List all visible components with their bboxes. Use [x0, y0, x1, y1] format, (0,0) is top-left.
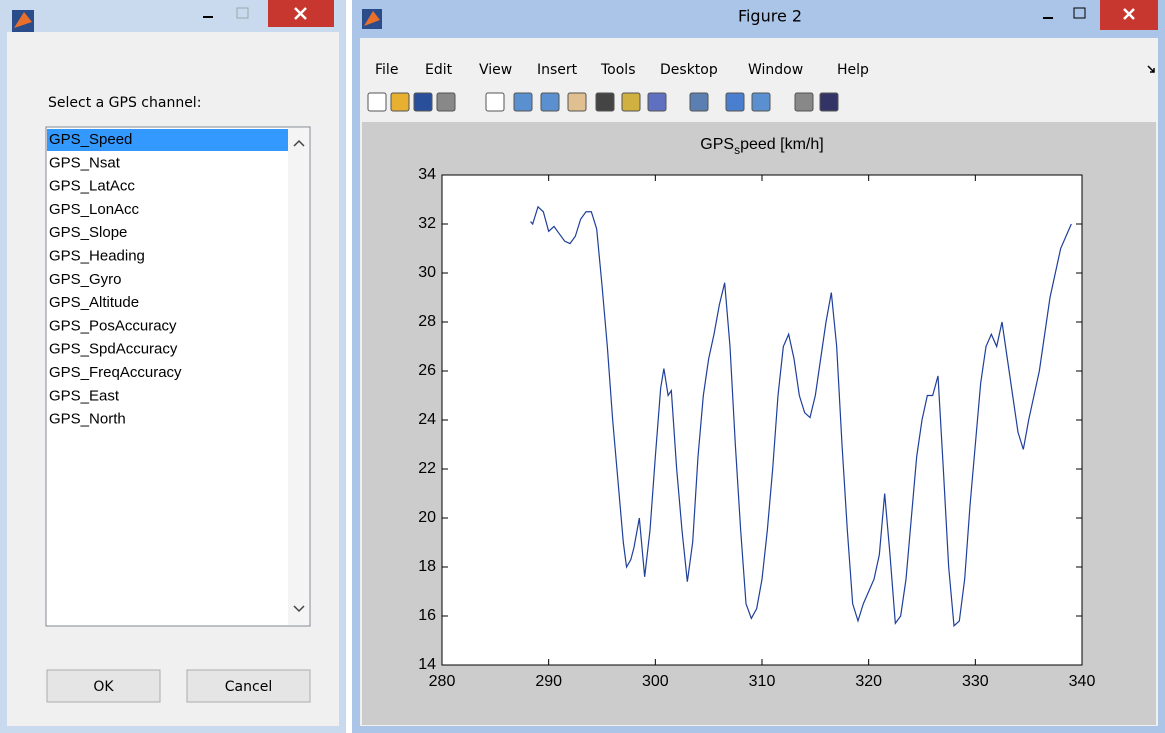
button[interactable]	[186, 669, 311, 703]
toolbar-button[interactable]	[436, 92, 456, 112]
toolbar-button[interactable]	[413, 92, 433, 112]
list-item[interactable]: GPS_Gyro	[49, 271, 122, 288]
dialog-prompt: Select a GPS channel:	[48, 95, 201, 111]
toolbar-button[interactable]	[485, 92, 505, 112]
y-tick-label: 18	[418, 558, 436, 575]
list-item[interactable]: GPS_Nsat	[49, 154, 121, 171]
button-label[interactable]: Cancel	[225, 679, 272, 695]
close-icon	[1123, 8, 1135, 20]
close-icon	[294, 7, 307, 20]
plot-area	[441, 174, 1083, 666]
toolbar-button[interactable]	[794, 92, 814, 112]
data-line	[530, 205, 1072, 628]
toolbar-button[interactable]	[621, 92, 641, 112]
menu-item[interactable]: Help	[837, 62, 869, 78]
title-part: peed [km/h]	[740, 136, 824, 153]
maximize-button[interactable]	[236, 7, 249, 19]
list-item[interactable]: GPS_Heading	[49, 247, 145, 264]
chart-title: GPSspeed [km/h]	[700, 136, 823, 157]
menu-item[interactable]: Edit	[425, 62, 453, 78]
x-tick-label: 310	[749, 673, 776, 690]
maximize-button[interactable]	[1073, 7, 1086, 19]
y-tick-label: 32	[418, 215, 436, 232]
list-item[interactable]: GPS_LatAcc	[49, 178, 135, 195]
scroll-down[interactable]	[293, 605, 305, 613]
toolbar-button[interactable]	[595, 92, 615, 112]
list-item[interactable]: GPS_Altitude	[49, 294, 139, 311]
toolbar-button[interactable]	[647, 92, 667, 112]
y-tick-label: 16	[418, 607, 436, 624]
menu-dock[interactable]	[1147, 65, 1155, 73]
y-tick-label: 30	[418, 264, 436, 281]
toolbar-button[interactable]	[540, 92, 560, 112]
y-tick-label: 24	[418, 411, 436, 428]
toolbar-button[interactable]	[689, 92, 709, 112]
x-tick-label: 320	[855, 673, 882, 690]
list-item[interactable]: GPS_SpdAccuracy	[49, 341, 178, 358]
toolbar-button[interactable]	[725, 92, 745, 112]
y-tick-label: 14	[418, 656, 436, 673]
list-item[interactable]: GPS_LonAcc	[49, 201, 140, 218]
title-subscript: s	[734, 143, 740, 157]
figure-icon-shape	[364, 11, 380, 26]
x-tick-label: 300	[642, 673, 669, 690]
y-tick-label: 20	[418, 509, 436, 526]
button-label[interactable]: OK	[93, 679, 114, 695]
x-tick-label: 280	[429, 673, 456, 690]
listbox[interactable]	[45, 126, 311, 627]
list-selection	[47, 129, 288, 151]
toolbar-button[interactable]	[819, 92, 839, 112]
menu-item[interactable]: View	[479, 62, 512, 78]
toolbar-button[interactable]	[567, 92, 587, 112]
figure-title: Figure 2	[738, 7, 802, 26]
x-tick-label: 290	[535, 673, 562, 690]
list-item[interactable]: GPS_FreqAccuracy	[49, 364, 182, 381]
list-item[interactable]: GPS_East	[49, 387, 120, 404]
menu-item[interactable]: Window	[748, 62, 803, 78]
x-tick-label: 340	[1069, 673, 1096, 690]
scrollbar[interactable]	[288, 128, 309, 625]
x-tick-label: 330	[962, 673, 989, 690]
toolbar-button[interactable]	[513, 92, 533, 112]
y-tick-label: 22	[418, 460, 436, 477]
menu-item[interactable]: File	[375, 62, 398, 78]
list-item[interactable]: GPS_North	[49, 411, 126, 428]
y-tick-label: 28	[418, 313, 436, 330]
list-item[interactable]: GPS_Slope	[49, 224, 127, 241]
y-tick-label: 26	[418, 362, 436, 379]
list-item[interactable]: GPS_Speed	[49, 131, 132, 148]
toolbar-button[interactable]	[390, 92, 410, 112]
menu-item[interactable]: Insert	[537, 62, 578, 78]
menu-item[interactable]: Desktop	[660, 62, 718, 78]
menu-item[interactable]: Tools	[600, 62, 636, 78]
app-icon-shape	[14, 12, 32, 28]
toolbar-button[interactable]	[751, 92, 771, 112]
scroll-up[interactable]	[293, 139, 305, 147]
list-item[interactable]: GPS_PosAccuracy	[49, 317, 177, 334]
title-part: GPS	[700, 136, 734, 153]
toolbar-button[interactable]	[367, 92, 387, 112]
y-tick-label: 34	[418, 166, 436, 183]
button[interactable]	[46, 669, 161, 703]
